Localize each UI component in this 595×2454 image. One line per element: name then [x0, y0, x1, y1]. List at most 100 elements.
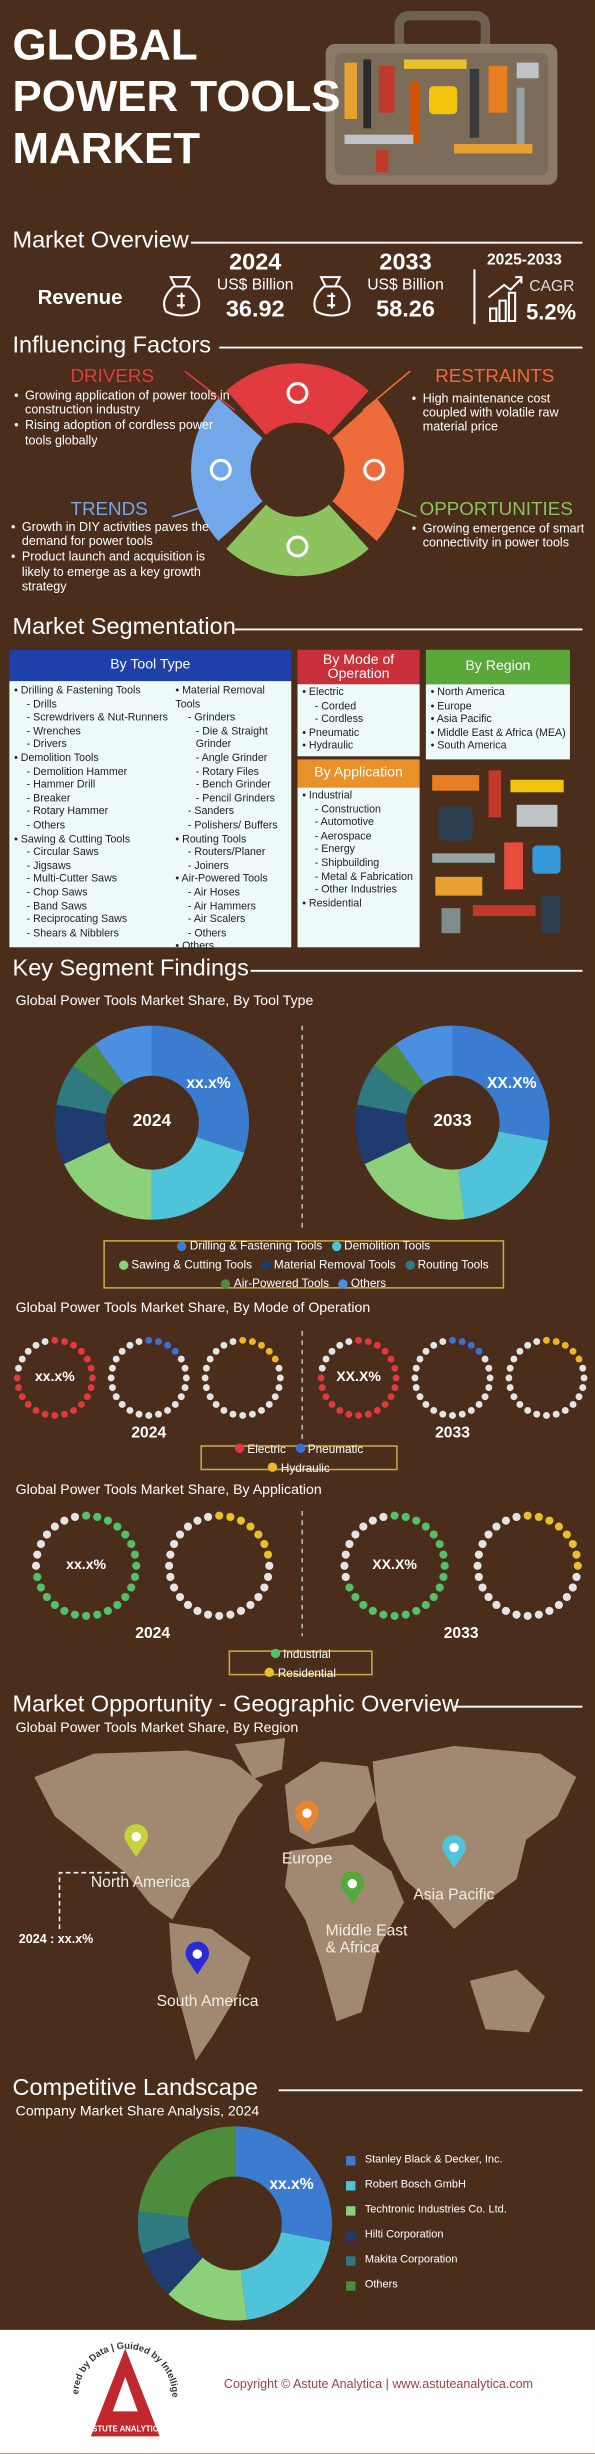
dot: [145, 1336, 153, 1344]
dot: [229, 1410, 237, 1418]
segment-item: Air Hammers: [175, 901, 291, 914]
dot: [475, 1347, 483, 1355]
dot: [317, 1374, 325, 1382]
dot: [265, 1561, 274, 1570]
dot: [87, 1384, 95, 1392]
donut-segment: [54, 1104, 110, 1165]
dot: [485, 1364, 493, 1372]
dot: [473, 1561, 482, 1570]
dot: [130, 1550, 140, 1559]
factor-icon: [363, 458, 386, 481]
dot: [32, 1341, 40, 1349]
dot-ring: [473, 1511, 582, 1620]
region-label: South America: [156, 1993, 259, 2011]
dot-ring: [107, 1336, 190, 1419]
donut-year: 2024: [132, 1111, 172, 1131]
segment-item: Demolition Tools: [14, 753, 171, 766]
dot: [203, 1610, 213, 1619]
segment-item: Routing Tools: [175, 834, 291, 847]
legend-item: Electric: [234, 1441, 286, 1456]
dot: [512, 1610, 521, 1619]
dot: [345, 1338, 353, 1346]
unit: US$ Billion: [367, 277, 444, 295]
dot: [236, 1516, 246, 1525]
ring-year: 2024: [135, 1625, 171, 1643]
factor-title: OPPORTUNITIES: [419, 497, 573, 520]
dot: [422, 1347, 430, 1355]
region-note: 2024 : xx.x%: [18, 1932, 94, 1947]
dot: [203, 1512, 213, 1522]
dot: [61, 1338, 68, 1346]
title-line: MARKET: [12, 123, 201, 173]
segment-item: Hydraulic: [302, 741, 416, 754]
legend-label: Routing Tools: [417, 1257, 489, 1272]
decoration: [163, 269, 523, 325]
dot: [51, 1336, 59, 1344]
segment-item: Others: [175, 941, 291, 954]
dot: [416, 1355, 424, 1363]
dot: [569, 1401, 577, 1408]
dot: [183, 1522, 193, 1531]
segment-item: Multi-Cutter Saws: [14, 874, 171, 887]
dot: [351, 1530, 360, 1539]
dot: [239, 1412, 247, 1419]
dot: [36, 1583, 46, 1592]
segment-item: Asia Pacific: [431, 714, 567, 727]
dot: [24, 1401, 32, 1408]
dot: [345, 1583, 354, 1592]
dot: [93, 1610, 102, 1619]
dot: [533, 1338, 541, 1346]
dot: [182, 1374, 190, 1382]
segment-item: Electric: [302, 687, 416, 700]
dot: [516, 1401, 524, 1408]
dot: [171, 1401, 179, 1408]
dot: [32, 1406, 40, 1414]
legend: Industrial Residential: [228, 1646, 373, 1679]
decoration: [378, 65, 395, 113]
dot: [501, 1606, 511, 1616]
decoration: [516, 87, 525, 151]
legend-item: Techtronic Industries Co. Ltd.: [346, 2205, 571, 2216]
legend-item: Hydraulic: [268, 1460, 330, 1474]
segment-list: ElectricCordedCordlessPneumaticHydraulic: [302, 687, 416, 754]
decoration: [344, 134, 414, 145]
segment-item: Residential: [302, 898, 416, 911]
dot: [239, 1336, 247, 1344]
legend: Stanley Black & Decker, Inc. Robert Bosch…: [341, 2155, 576, 2291]
dot: [552, 1338, 560, 1346]
segment-item: Polishers/ Buffers: [175, 820, 291, 833]
dot: [412, 1364, 420, 1372]
decoration: [489, 307, 498, 323]
legend-label: Material Removal Tools: [273, 1257, 396, 1272]
dot: [364, 1410, 372, 1418]
legend-label: Electric: [247, 1441, 286, 1456]
dot: [248, 1338, 256, 1346]
segment-item: Shears & Nibblers: [14, 928, 171, 941]
dot: [416, 1393, 424, 1401]
segment-item: Jigsaws: [14, 861, 171, 874]
dot: [562, 1592, 571, 1602]
dot: [77, 1401, 85, 1408]
dot: [263, 1550, 273, 1559]
legend-item: Air-Powered Tools: [221, 1276, 329, 1290]
segment-item: Demolition Hammer: [14, 767, 171, 780]
dot: [177, 1355, 185, 1363]
dot: [265, 1347, 273, 1355]
region-label: Europe: [281, 1850, 333, 1868]
dot-ring: [411, 1336, 494, 1419]
dot: [177, 1393, 185, 1401]
decoration: [435, 876, 483, 896]
dot: [373, 1406, 381, 1414]
dot: [82, 1511, 91, 1520]
factor-title: RESTRAINTS: [435, 364, 555, 387]
legend-item: Material Removal Tools: [261, 1257, 396, 1272]
dot: [506, 1384, 514, 1392]
donut-segment: [137, 2211, 191, 2254]
dot: [328, 1401, 336, 1408]
dot: [226, 1610, 235, 1619]
dot: [401, 1610, 410, 1619]
decoration: [504, 842, 523, 890]
bullet-item: Rising adoption of cordless power tools …: [13, 419, 232, 448]
dot: [534, 1610, 543, 1619]
dot: [561, 1341, 569, 1349]
